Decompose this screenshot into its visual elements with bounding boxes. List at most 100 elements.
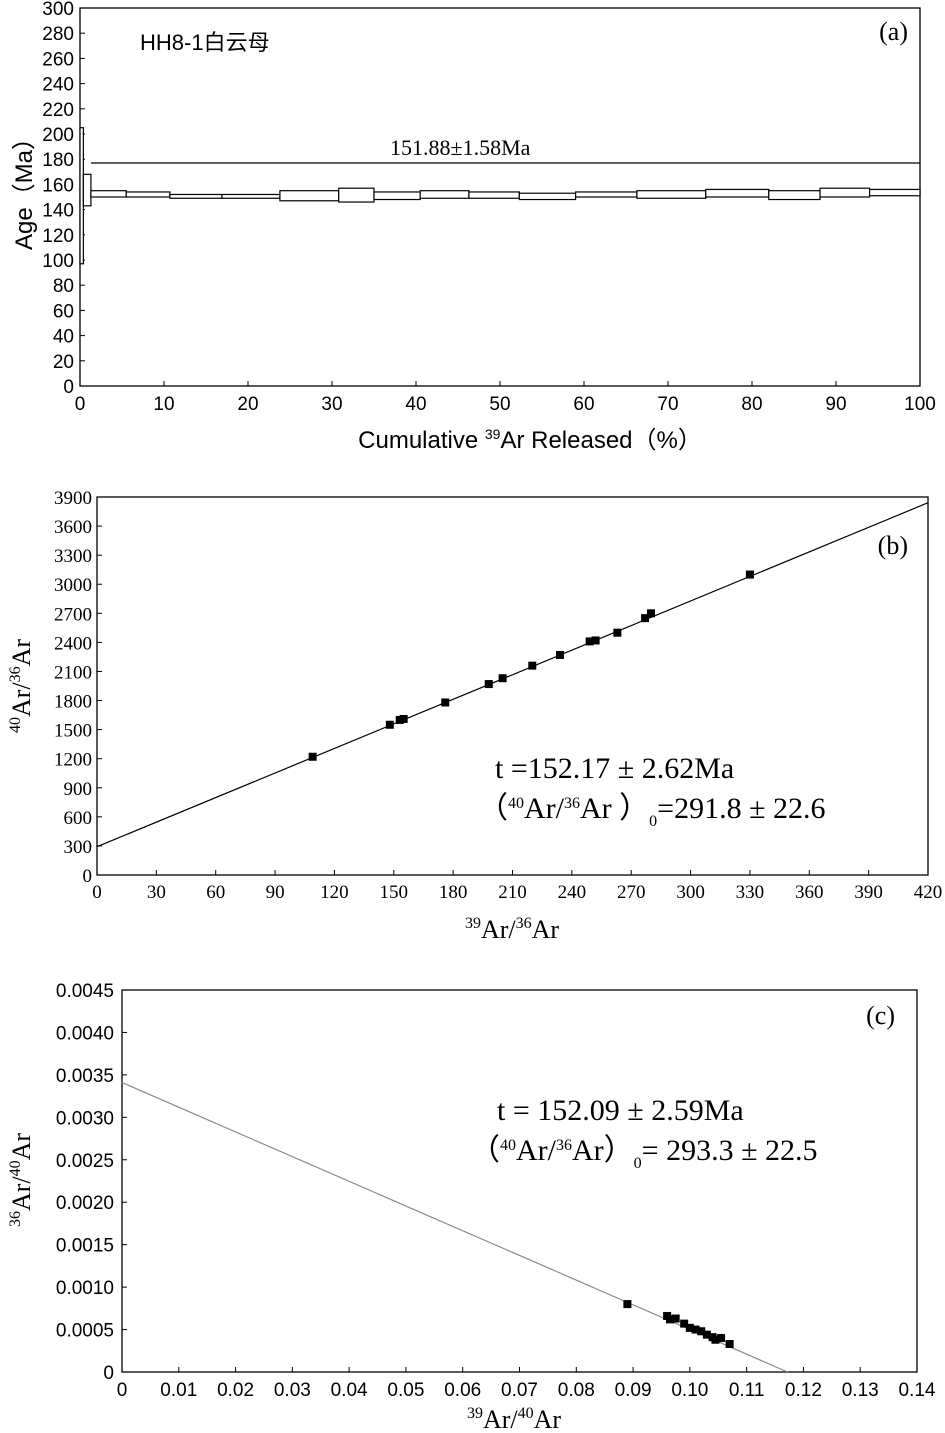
data-point [685,1323,694,1332]
data-point [591,636,600,645]
panel-a-y-ticks: 0 20 40 60 80 100 120 140 160 180 200 220 240 260 280 3… [42,0,85,398]
panel-a-age-steps [79,127,921,265]
panel-a-x-axis-label: Cumulative 39Ar Released（%） [358,426,702,454]
panel-c-inverse-isochron: 0 0.0005 0.0010 0.0015 0.0020 0.0025 0.0030 0.0… [7,981,936,1433]
panel-b-y-tick-label: 3000 [54,575,92,596]
panel-c-x-tick-label: 0.09 [615,1380,652,1401]
age-step-box [125,191,171,198]
panel-b-y-ticks: 0 300 600 900 1200 1500 1800 2100 2400 2700 3000 33… [54,488,102,887]
panel-b-y-tick-label: 1800 [54,692,92,713]
age-step-box [279,190,340,202]
data-point [623,1300,632,1309]
panel-b-y-tick-label: 1500 [54,721,92,742]
age-step-box [705,188,770,198]
panel-b-data-points [308,570,754,761]
panel-c-x-tick-label: 0.14 [899,1380,936,1401]
panel-a-y-axis-label: Age（Ma） [11,126,38,250]
data-point [697,1327,706,1336]
panel-b-x-tick-label: 0 [92,882,102,903]
panel-a-y-tick-label: 0 [63,377,74,398]
panel-c-x-tick-label: 0.06 [444,1380,481,1401]
panel-a-x-tick-label: 90 [825,394,846,415]
panel-b-y-tick-label: 3900 [54,488,92,509]
data-point [725,1339,734,1348]
panel-c-x-tick-label: 0.04 [331,1380,368,1401]
data-point [498,674,507,683]
panel-c-x-tick-label: 0.02 [217,1380,254,1401]
panel-b-y-tick-label: 0 [83,866,93,887]
panel-c-y-tick-label: 0.0025 [56,1151,114,1172]
panel-a-y-tick-label: 80 [53,276,74,297]
data-point [641,614,650,623]
panel-b-y-tick-label: 1200 [54,750,92,771]
panel-b-x-tick-label: 150 [380,882,409,903]
panel-c-y-tick-label: 0.0045 [56,981,114,1002]
panel-c-x-tick-label: 0.08 [558,1380,595,1401]
panel-b-x-tick-label: 330 [736,882,765,903]
panel-a-step-heating-chart: 0204060801001201401601802002202402602803… [11,0,936,454]
panel-c-y-tick-label: 0.0030 [56,1108,114,1129]
data-point [680,1319,689,1328]
panel-a-y-tick-label: 160 [42,175,74,196]
panel-c-x-axis-label: 39Ar/40Ar [467,1405,561,1433]
panel-b-normal-isochron: 0300600900120015001800210024002700300033… [7,488,942,944]
data-point [484,680,493,689]
panel-b-y-tick-label: 900 [64,779,93,800]
panel-c-age-annotation: t = 152.09 ± 2.59Ma [497,1094,744,1127]
panel-a-y-tick-label: 180 [42,150,74,171]
data-point [385,720,394,729]
panel-b-y-tick-label: 300 [64,837,93,858]
panel-a-x-tick-label: 10 [153,394,174,415]
data-point [711,1335,720,1344]
panel-b-x-tick-label: 270 [617,882,646,903]
panel-c-x-tick-label: 0.12 [785,1380,822,1401]
age-step-box [819,187,871,198]
panel-b-x-tick-label: 30 [147,882,166,903]
panel-b-y-tick-label: 2400 [54,633,92,654]
age-step-box [518,192,577,201]
panel-a-label: (a) [879,17,908,46]
panel-a-x-tick-label: 40 [405,394,426,415]
age-step-box [169,193,223,199]
data-point [441,698,450,707]
panel-a-x-tick-label: 0 [75,394,86,415]
panel-b-x-tick-label: 300 [676,882,705,903]
panel-c-y-axis-label: 36Ar/40Ar [7,1133,36,1227]
panel-a-x-tick-label: 50 [489,394,510,415]
panel-a-x-tick-label: 20 [237,394,258,415]
panel-a-x-tick-label: 30 [321,394,342,415]
age-step-box [82,173,92,207]
data-point [691,1325,700,1334]
panel-a-sample-label: HH8-1白云母 [140,30,270,55]
panel-a-x-tick-label: 60 [573,394,594,415]
panel-b-y-tick-label: 3600 [54,517,92,538]
data-point [702,1330,711,1339]
panel-a-x-tick-label: 80 [741,394,762,415]
panel-b-y-tick-label: 3300 [54,546,92,567]
panel-b-x-tick-label: 420 [914,882,943,903]
panel-a-y-tick-label: 60 [53,301,74,322]
data-point [585,637,594,646]
age-step-box [868,188,921,197]
panel-b-x-axis-label: 39Ar/36Ar [465,915,559,944]
panel-c-x-tick-label: 0.03 [274,1380,311,1401]
age-step-box [373,191,421,201]
panel-a-x-ticks: 0 10 20 30 40 50 60 70 80 90 100 [75,381,936,415]
age-step-box [90,190,127,198]
panel-a-x-tick-label: 100 [904,394,936,415]
panel-b-isochron-line [96,502,929,848]
data-point [745,570,754,579]
data-point [665,1315,674,1324]
panel-b-y-tick-label: 2700 [54,604,92,625]
data-point [528,661,537,670]
panel-b-x-tick-label: 390 [854,882,883,903]
age-step-box [636,190,707,199]
panel-a-y-tick-label: 120 [42,226,74,247]
panel-c-x-tick-label: 0.07 [501,1380,538,1401]
age-step-box [221,193,281,199]
panel-c-isochron-line [121,1081,788,1373]
data-point [717,1334,726,1343]
age-step-box [768,190,821,201]
data-point [671,1314,680,1323]
panel-c-x-ticks: 0 0.01 0.02 0.03 0.04 0.05 0.06 0.07 0.08 0.09 0.1… [117,1367,936,1401]
